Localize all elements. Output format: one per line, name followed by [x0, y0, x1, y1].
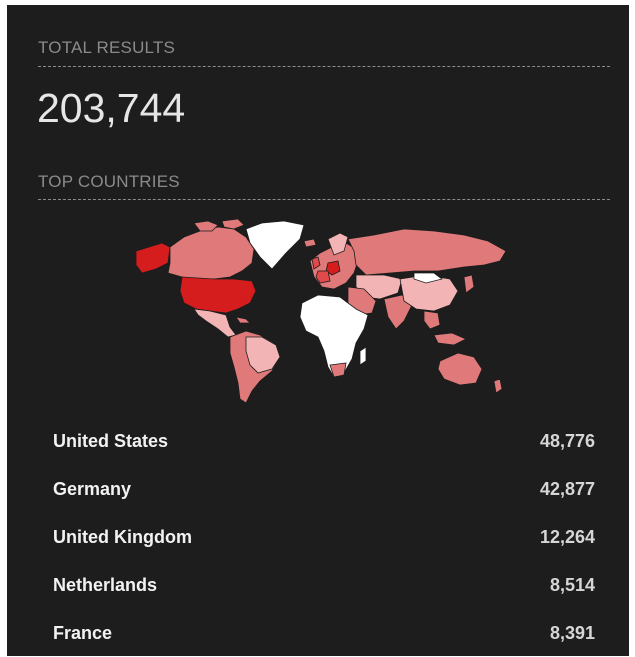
map-region-germany[interactable] — [325, 260, 341, 276]
top-countries-label: TOP COUNTRIES — [38, 172, 180, 191]
map-region-greenland[interactable] — [245, 220, 305, 270]
map-region-mongolia[interactable] — [413, 272, 443, 284]
map-region-southeast-asia[interactable] — [423, 310, 467, 346]
divider — [38, 199, 610, 200]
country-name: France — [53, 622, 113, 643]
world-map[interactable] — [134, 217, 514, 407]
country-count: 8,391 — [549, 622, 595, 643]
map-region-south-africa[interactable] — [329, 362, 347, 378]
list-item[interactable]: United States 48,776 — [53, 417, 595, 465]
country-name: Netherlands — [53, 574, 158, 595]
list-item[interactable]: France 8,391 — [53, 609, 595, 657]
country-count: 42,877 — [539, 478, 595, 499]
map-region-russia[interactable] — [347, 228, 507, 276]
results-panel: TOTAL RESULTS 203,744 TOP COUNTRIES — [7, 5, 629, 656]
top-countries-list: United States 48,776 Germany 42,877 Unit… — [53, 417, 595, 657]
total-results-value: 203,744 — [37, 85, 186, 131]
country-name: United Kingdom — [53, 526, 192, 547]
map-region-mexico[interactable] — [193, 308, 237, 338]
map-region-united-states[interactable] — [179, 276, 257, 314]
map-region-alaska[interactable] — [135, 242, 171, 274]
map-region-arctic-islands[interactable] — [193, 218, 245, 232]
divider — [38, 66, 610, 67]
map-region-japan[interactable] — [463, 274, 475, 294]
country-name: Germany — [53, 478, 132, 499]
map-region-new-zealand[interactable] — [493, 378, 503, 394]
map-region-caribbean[interactable] — [235, 316, 251, 324]
map-region-brazil[interactable] — [245, 336, 281, 374]
map-region-scandinavia[interactable] — [327, 232, 349, 256]
list-item[interactable]: United Kingdom 12,264 — [53, 513, 595, 561]
country-count: 8,514 — [549, 574, 595, 595]
map-region-canada[interactable] — [167, 226, 255, 280]
list-item[interactable]: Netherlands 8,514 — [53, 561, 595, 609]
map-region-france[interactable] — [315, 270, 331, 284]
total-results-label: TOTAL RESULTS — [38, 38, 176, 57]
list-item[interactable]: Germany 42,877 — [53, 465, 595, 513]
map-region-australia[interactable] — [437, 352, 483, 386]
country-count: 12,264 — [539, 526, 595, 547]
map-region-india[interactable] — [383, 294, 413, 330]
map-region-united-kingdom[interactable] — [311, 256, 321, 270]
map-region-iceland[interactable] — [303, 238, 317, 248]
country-count: 48,776 — [539, 430, 595, 451]
map-region-africa[interactable] — [299, 294, 369, 378]
country-name: United States — [53, 430, 169, 451]
map-region-madagascar[interactable] — [359, 346, 367, 366]
